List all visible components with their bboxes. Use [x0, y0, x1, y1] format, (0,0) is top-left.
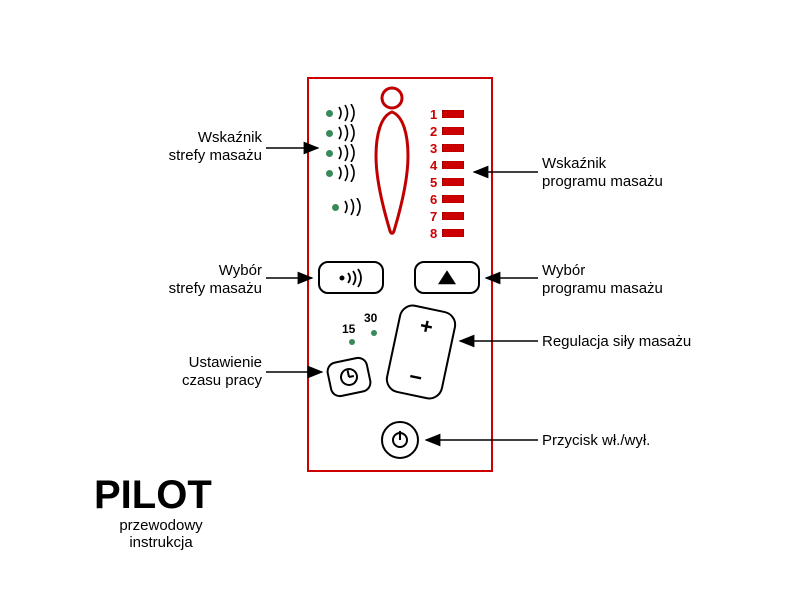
title-sub-line: instrukcja [129, 534, 192, 551]
title-sub-line: przewodowy [119, 517, 202, 534]
title-main: PILOT [94, 473, 212, 518]
title-sub: przewodowy instrukcja [106, 517, 216, 551]
